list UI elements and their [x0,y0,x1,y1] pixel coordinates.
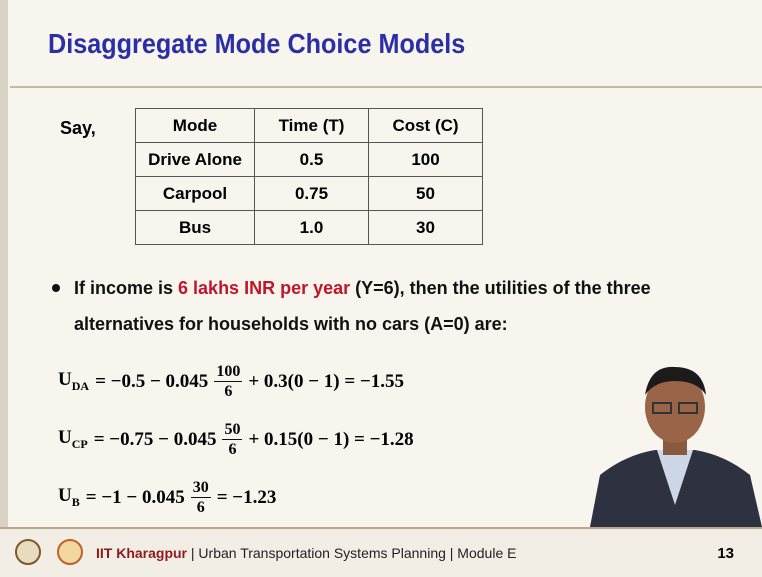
header-cell: Mode [136,109,255,143]
cell: 0.5 [255,143,369,177]
cell: Carpool [136,177,255,211]
footer-text: IIT Kharagpur | Urban Transportation Sys… [96,545,516,561]
lhs: UCP [58,427,88,452]
text: If income is [74,278,178,298]
cell: 100 [369,143,483,177]
term: + 0.3(0 − 1) = −1.55 [248,371,404,393]
term: = −0.75 − 0.045 [94,429,217,451]
title: Disaggregate Mode Choice Models [48,28,465,60]
cell: 50 [369,177,483,211]
subscript: CP [72,437,88,451]
term: = −1.23 [217,487,277,509]
cell: Drive Alone [136,143,255,177]
bullet-line: If income is 6 lakhs INR per year (Y=6),… [74,278,651,299]
bullet-dot [50,282,62,294]
slide: Disaggregate Mode Choice Models Say, Mod… [0,0,762,577]
denominator: 6 [224,382,232,401]
term: + 0.15(0 − 1) = −1.28 [248,429,413,451]
denominator: 6 [197,498,205,517]
subscript: B [72,495,80,509]
term: = −1 − 0.045 [86,487,185,509]
cell: 0.75 [255,177,369,211]
cell: 1.0 [255,211,369,245]
symbol: U [58,369,72,390]
term: = −0.5 − 0.045 [95,371,208,393]
denominator: 6 [228,440,236,459]
numerator: 30 [191,478,211,498]
bullet-line: alternatives for households with no cars… [74,314,508,335]
course: | Urban Transportation Systems Planning … [187,545,516,561]
institute: IIT Kharagpur [96,545,187,561]
lhs: UB [58,485,80,510]
cell: 30 [369,211,483,245]
text: (Y=6), then the utilities of the three [350,278,651,298]
symbol: U [58,427,72,448]
numerator: 50 [222,420,242,440]
header-cell: Time (T) [255,109,369,143]
header-cell: Cost (C) [369,109,483,143]
lhs: UDA [58,369,89,394]
logos [14,537,88,567]
numerator: 100 [214,362,242,382]
highlight: 6 lakhs INR per year [178,278,350,298]
page-number: 13 [717,545,734,562]
title-rule [10,86,762,88]
subscript: DA [72,379,89,393]
symbol: U [58,485,72,506]
cell: Bus [136,211,255,245]
say-label: Say, [60,118,96,139]
presenter [585,345,762,527]
side-bar [0,0,8,577]
